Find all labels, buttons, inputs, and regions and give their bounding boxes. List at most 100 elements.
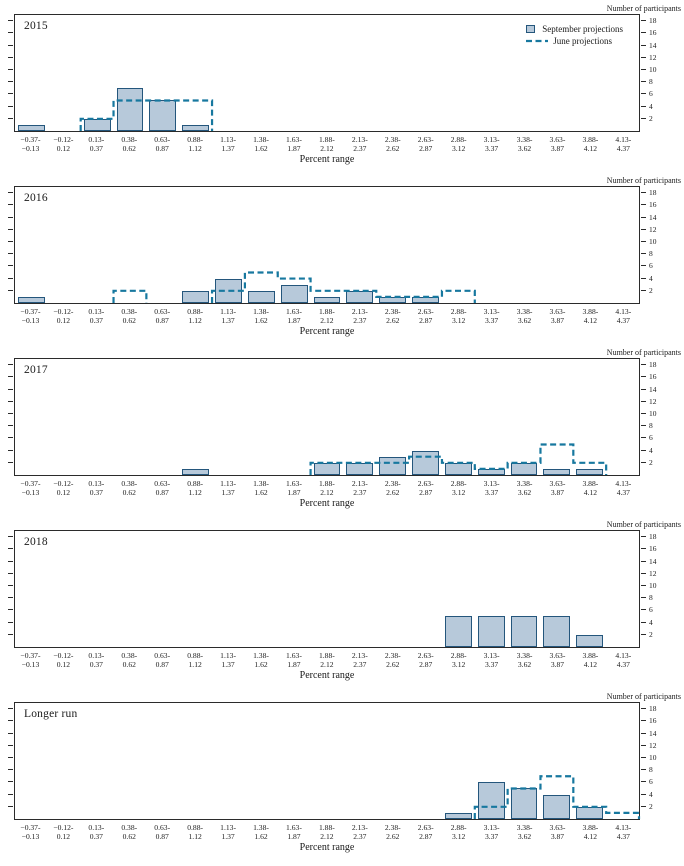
- x-tick-label: 2.63- 2.87: [417, 823, 434, 841]
- panel-title: 2015: [24, 20, 48, 32]
- x-tick-label: 3.13- 3.37: [483, 651, 500, 669]
- x-tick-label: 2.13- 2.37: [351, 307, 368, 325]
- x-tick-label: 0.38- 0.62: [121, 651, 138, 669]
- x-tick-label: 3.63- 3.87: [549, 479, 566, 497]
- x-tick-label: 1.38- 1.62: [253, 135, 269, 153]
- bar-september: [379, 456, 407, 475]
- y-tick: [8, 93, 13, 95]
- x-tick-label: −0.12- 0.12: [53, 307, 74, 325]
- y-tick-label: 8: [649, 249, 653, 259]
- y-tick-label: 2: [649, 801, 653, 811]
- y-tick: [8, 105, 13, 107]
- x-axis-tick-labels: −0.37- −0.13 −0.12- 0.12 0.13- 0.37 0.38- 0…: [14, 479, 640, 497]
- y-tick: [641, 204, 646, 206]
- x-tick-label: 3.63- 3.87: [549, 135, 566, 153]
- y-tick: [8, 584, 13, 586]
- legend-item-september: September projections: [526, 23, 623, 35]
- x-tick-label: −0.37- −0.13: [20, 651, 41, 669]
- y-tick: [8, 364, 13, 366]
- y-tick-label: 18: [649, 188, 657, 198]
- y-tick: [641, 277, 646, 279]
- x-tick-label: 2.13- 2.37: [351, 135, 368, 153]
- y-tick: [8, 805, 13, 807]
- x-tick-label: 3.38- 3.62: [516, 823, 533, 841]
- bar-september: [477, 468, 505, 475]
- x-tick-label: 3.63- 3.87: [549, 823, 566, 841]
- y-tick: [641, 81, 646, 83]
- y-tick-label: 14: [649, 384, 657, 394]
- y-tick: [641, 548, 646, 550]
- x-axis-tick-labels: −0.37- −0.13 −0.12- 0.12 0.13- 0.37 0.38- 0…: [14, 307, 640, 325]
- x-tick-label: 4.13- 4.37: [615, 135, 632, 153]
- y-tick-label: 2: [649, 457, 653, 467]
- y-tick: [641, 289, 646, 291]
- y-tick: [8, 68, 13, 70]
- y-tick-label: 16: [649, 716, 657, 726]
- bar-september: [543, 794, 571, 819]
- y-tick-label: 10: [649, 236, 657, 246]
- y-tick-label: 6: [649, 777, 653, 787]
- panel-2018: Number of participants 2018 2 4 6 8 10 12 14 16 18…: [0, 519, 684, 691]
- x-tick-label: 1.13- 1.37: [220, 651, 236, 669]
- y-tick: [641, 744, 646, 746]
- x-axis-tick-labels: −0.37- −0.13 −0.12- 0.12 0.13- 0.37 0.38- 0…: [14, 135, 640, 153]
- y-tick-label: 18: [649, 16, 657, 26]
- x-tick-label: 2.38- 2.62: [384, 823, 401, 841]
- x-tick-label: 4.13- 4.37: [615, 823, 632, 841]
- bar-september: [116, 88, 144, 131]
- bar-september: [83, 118, 111, 131]
- x-tick-label: 0.63- 0.87: [154, 823, 171, 841]
- y-tick: [641, 105, 646, 107]
- y-tick-label: 12: [649, 396, 657, 406]
- y-tick: [641, 597, 646, 599]
- y-tick: [641, 265, 646, 267]
- bar-september: [576, 806, 604, 819]
- y-tick-label: 18: [649, 704, 657, 714]
- bar-september: [149, 100, 177, 131]
- y-axis-title: Number of participants: [606, 520, 681, 529]
- y-tick: [8, 633, 13, 635]
- bar-september: [477, 616, 505, 647]
- x-tick-label: 1.13- 1.37: [220, 135, 236, 153]
- x-tick-label: 2.13- 2.37: [351, 479, 368, 497]
- y-axis-title: Number of participants: [606, 4, 681, 13]
- x-axis-title: Percent range: [299, 498, 355, 509]
- y-tick: [8, 216, 13, 218]
- y-tick: [8, 425, 13, 427]
- june-projections-line: [309, 443, 608, 475]
- x-tick-label: −0.37- −0.13: [20, 479, 41, 497]
- x-tick-label: 4.13- 4.37: [615, 479, 632, 497]
- y-tick-label: 6: [649, 605, 653, 615]
- x-tick-label: 2.88- 3.12: [450, 135, 467, 153]
- bar-september: [247, 290, 275, 303]
- y-tick: [641, 633, 646, 635]
- y-tick: [641, 364, 646, 366]
- panel-2016: Number of participants 2016 2 4 6 8 10 12 14 16 18…: [0, 175, 684, 347]
- bar-september: [346, 290, 374, 303]
- y-tick: [641, 572, 646, 574]
- y-tick: [641, 117, 646, 119]
- y-axis-title: Number of participants: [606, 176, 681, 185]
- x-tick-label: 3.88- 4.12: [582, 135, 599, 153]
- y-tick: [641, 425, 646, 427]
- x-tick-label: 0.63- 0.87: [154, 479, 171, 497]
- x-tick-label: 3.13- 3.37: [483, 307, 500, 325]
- y-tick: [641, 708, 646, 710]
- x-tick-label: 4.13- 4.37: [615, 307, 632, 325]
- x-tick-label: 3.88- 4.12: [582, 823, 599, 841]
- y-tick-label: 14: [649, 556, 657, 566]
- x-tick-label: 1.63- 1.87: [286, 823, 302, 841]
- y-tick: [8, 81, 13, 83]
- y-tick: [641, 253, 646, 255]
- y-tick-label: 12: [649, 224, 657, 234]
- x-axis-title: Percent range: [299, 670, 355, 681]
- x-axis-tick-labels: −0.37- −0.13 −0.12- 0.12 0.13- 0.37 0.38- 0…: [14, 823, 640, 841]
- y-tick: [641, 609, 646, 611]
- plot-area: 2016 2 4 6 8 10 12 14 16 18: [8, 186, 657, 304]
- x-tick-label: 2.63- 2.87: [417, 651, 434, 669]
- bar-september: [477, 782, 505, 819]
- bar-september: [444, 462, 472, 475]
- x-tick-label: 3.13- 3.37: [483, 823, 500, 841]
- panel-longer-run: Number of participants Longer run 2 4 6 8 10 12…: [0, 691, 684, 863]
- x-tick-label: −0.37- −0.13: [20, 135, 41, 153]
